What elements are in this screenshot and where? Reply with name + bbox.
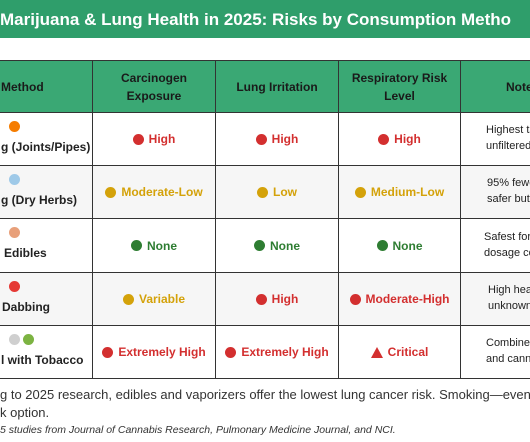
note-line: dosage con	[484, 246, 530, 259]
risk-cell: High	[215, 112, 339, 166]
method-name: Edibles	[4, 246, 47, 260]
notes-cell: Highest ta unfiltered, de	[460, 112, 530, 166]
method-icon	[23, 334, 34, 345]
method-icon	[9, 281, 20, 292]
method-name: g (Joints/Pipes)	[1, 140, 91, 154]
risk-cell: Critical	[338, 325, 461, 379]
status-dot	[257, 186, 268, 198]
note-line: Combines al	[486, 337, 530, 349]
column-header-text: Respiratory Risk Level	[351, 70, 448, 103]
risk-text: High	[148, 132, 176, 146]
warning-icon	[370, 346, 383, 358]
notes-cell: High heat c unknown co	[460, 272, 530, 326]
risk-cell: Low	[215, 165, 339, 219]
risk-cell: None	[92, 218, 216, 273]
title-bar	[0, 0, 530, 38]
column-header-text: Method	[1, 79, 44, 94]
risk-text: Moderate-High	[365, 292, 450, 306]
column-header: Lung Irritation	[215, 60, 339, 113]
method-icon	[9, 334, 20, 345]
notes-cell: 95% fewer t safer but sti	[460, 165, 530, 219]
column-header: Carcinogen Exposure	[92, 60, 216, 113]
notes-cell: Safest for lu dosage con	[460, 218, 530, 273]
column-header: Note	[460, 60, 530, 113]
risk-cell: None	[215, 218, 339, 273]
status-dot	[349, 293, 361, 305]
column-header: Method	[0, 60, 93, 113]
method-name: l with Tobacco	[1, 353, 84, 367]
status-dot	[122, 293, 134, 305]
risk-cell: High	[338, 112, 461, 166]
method-cell: l with Tobacco	[0, 325, 93, 379]
risk-text: Variable	[138, 292, 186, 306]
risk-text: None	[392, 238, 423, 253]
risk-cell: Moderate-Low	[92, 165, 216, 219]
status-dot	[102, 346, 114, 358]
footer-text: k option.	[0, 405, 50, 420]
notes-cell: Combines al and canna	[460, 325, 530, 379]
method-icon	[9, 121, 20, 132]
risk-text: None	[270, 238, 300, 253]
method-cell: g (Dry Herbs)	[0, 165, 93, 219]
risk-cell: Extremely High	[215, 325, 339, 379]
risk-cell: Extremely High	[92, 325, 216, 379]
risk-cell: Variable	[92, 272, 216, 326]
column-header-text: Lung Irritation	[236, 79, 318, 94]
risk-cell: Moderate-High	[338, 272, 461, 326]
status-dot	[378, 133, 390, 145]
status-dot	[376, 240, 388, 251]
risk-cell: Medium-Low	[338, 165, 461, 219]
note-line: unfiltered, de	[486, 140, 530, 152]
status-dot	[225, 346, 237, 358]
method-cell: Dabbing	[0, 272, 93, 326]
status-dot	[131, 240, 142, 251]
method-cell: g (Joints/Pipes)	[0, 112, 93, 166]
risk-text: Critical	[387, 345, 429, 359]
status-dot	[132, 133, 144, 145]
risk-text: Medium-Low	[370, 185, 445, 199]
method-icon	[9, 227, 20, 238]
note-line: unknown co	[488, 300, 530, 312]
status-dot	[255, 133, 267, 145]
note-line: safer but sti	[487, 193, 530, 205]
status-dot	[105, 186, 117, 198]
risk-text: High	[394, 132, 421, 146]
column-header-text: Note	[506, 79, 530, 94]
note-line: and canna	[486, 353, 530, 365]
risk-text: Moderate-Low	[121, 185, 203, 199]
method-cell: Edibles	[0, 218, 93, 273]
risk-text: Low	[273, 185, 297, 199]
method-name: Dabbing	[2, 300, 50, 314]
column-header-text: Carcinogen Exposure	[120, 70, 187, 103]
method-icon	[9, 174, 20, 185]
status-dot	[354, 186, 366, 198]
status-dot	[254, 240, 265, 251]
note-line: High heat c	[488, 284, 530, 296]
note-line: Highest ta	[486, 124, 530, 136]
risk-text: None	[147, 238, 177, 253]
risk-text: High	[271, 132, 299, 146]
title: Marijuana & Lung Health in 2025: Risks b…	[0, 10, 512, 29]
risk-cell: High	[215, 272, 339, 326]
method-name: g (Dry Herbs)	[1, 193, 78, 207]
risk-cell: High	[92, 112, 216, 166]
risk-cell: None	[338, 218, 461, 273]
risk-text: High	[271, 292, 299, 306]
status-dot	[255, 293, 267, 305]
column-header: Respiratory Risk Level	[338, 60, 461, 113]
risk-text: Extremely High	[241, 345, 329, 359]
note-line: Safest for lu	[484, 230, 530, 243]
risk-text: Extremely High	[118, 345, 206, 359]
footer-text: g to 2025 research, edibles and vaporize…	[0, 387, 530, 402]
source-text: 5 studies from Journal of Cannabis Resea…	[0, 424, 396, 436]
note-line: 95% fewer t	[487, 177, 530, 189]
